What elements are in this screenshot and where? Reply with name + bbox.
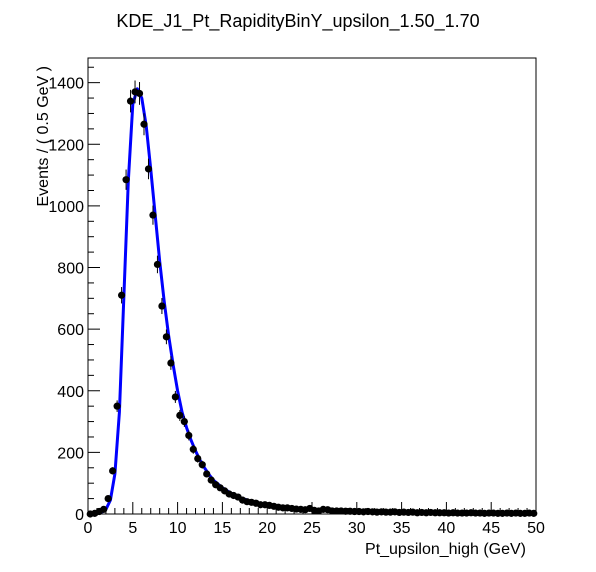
y-tick-label: 800 — [57, 261, 84, 278]
data-point — [135, 82, 144, 105]
data-marker — [162, 333, 170, 341]
data-marker — [194, 454, 202, 463]
data-marker — [153, 260, 162, 269]
data-marker — [167, 359, 175, 367]
data-point — [207, 476, 215, 484]
data-marker — [122, 176, 130, 184]
data-marker — [530, 509, 538, 517]
x-tick-label: 35 — [393, 520, 411, 537]
plot-frame — [87, 57, 537, 515]
data-marker — [126, 97, 135, 105]
y-tick-label: 200 — [57, 445, 84, 462]
data-points — [86, 80, 538, 518]
data-marker — [176, 411, 184, 420]
x-tick-label: 10 — [169, 520, 187, 537]
data-marker — [198, 461, 206, 469]
data-marker — [171, 393, 179, 401]
data-point — [109, 467, 117, 475]
data-point — [167, 356, 175, 370]
x-axis: 0 5 10 15 20 25 30 35 40 45 50 — [84, 502, 545, 537]
data-point — [122, 169, 130, 190]
data-point — [180, 416, 188, 427]
data-point — [530, 509, 538, 517]
x-tick-label: 5 — [128, 520, 137, 537]
data-marker — [144, 165, 153, 173]
chart-title: KDE_J1_Pt_RapidityBinY_upsilon_1.50_1.70 — [116, 11, 479, 32]
y-tick-label: 1200 — [48, 137, 84, 154]
data-point — [185, 430, 193, 441]
data-marker — [113, 402, 121, 410]
y-tick-label: 600 — [57, 322, 84, 339]
x-tick-label: 20 — [258, 520, 276, 537]
x-tick-label: 15 — [214, 520, 232, 537]
data-marker — [185, 431, 193, 440]
data-point — [144, 158, 153, 180]
data-marker — [189, 445, 197, 453]
x-tick-label: 45 — [482, 520, 500, 537]
data-point — [149, 205, 157, 225]
y-tick-label: 400 — [57, 384, 84, 401]
data-marker — [180, 417, 188, 426]
data-point — [100, 505, 108, 513]
y-tick-label: 0 — [75, 507, 84, 524]
x-tick-label: 25 — [303, 520, 321, 537]
data-marker — [207, 476, 215, 484]
data-point — [203, 470, 211, 478]
data-marker — [109, 467, 117, 475]
data-point — [113, 400, 121, 412]
data-point — [171, 390, 179, 403]
data-marker — [203, 470, 211, 478]
y-axis: 0 200 400 600 800 1000 1200 1400 — [48, 66, 100, 524]
data-marker — [100, 505, 108, 513]
data-marker — [158, 302, 166, 310]
y-axis-title: Events / ( 0.5 GeV ) — [35, 66, 52, 207]
data-marker — [104, 494, 112, 503]
x-tick-label: 30 — [348, 520, 366, 537]
data-point — [153, 255, 162, 274]
data-point — [198, 460, 206, 469]
data-point — [194, 454, 202, 463]
x-tick-label: 0 — [84, 520, 93, 537]
data-point — [104, 494, 112, 503]
x-tick-label: 40 — [438, 520, 456, 537]
fit-curve — [87, 87, 537, 516]
data-point — [140, 113, 148, 136]
data-point — [176, 409, 184, 421]
data-marker — [149, 211, 157, 219]
data-point — [162, 329, 170, 345]
data-marker — [140, 120, 148, 128]
y-tick-label: 1000 — [48, 199, 84, 216]
data-marker — [135, 89, 144, 98]
data-marker — [118, 291, 126, 299]
data-point — [158, 298, 166, 315]
x-tick-label: 50 — [527, 520, 545, 537]
x-axis-title: Pt_upsilon_high (GeV) — [365, 541, 526, 558]
data-point — [126, 89, 135, 113]
y-tick-label: 1400 — [48, 76, 84, 93]
data-point — [118, 287, 126, 304]
data-point — [189, 444, 197, 454]
